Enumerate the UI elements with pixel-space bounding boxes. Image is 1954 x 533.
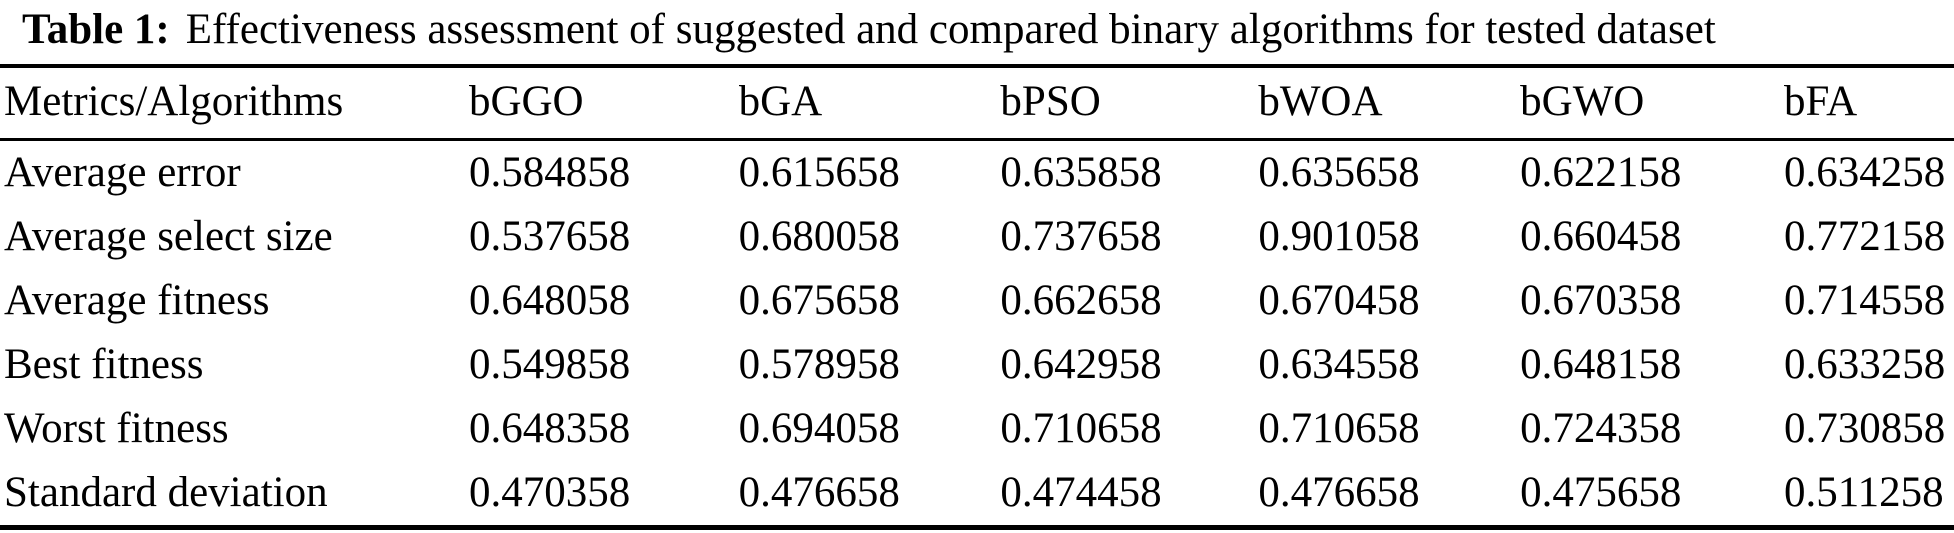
- value-cell: 0.648358: [468, 405, 631, 452]
- metric-label: Average fitness: [4, 277, 270, 324]
- value-cell: 0.710658: [1000, 405, 1162, 452]
- value-cell: 0.476658: [738, 469, 900, 516]
- value-cell: 0.670458: [1258, 277, 1420, 324]
- value-cell: 0.476658: [1258, 469, 1420, 516]
- value-cell: 0.537658: [468, 213, 631, 260]
- metric-label: Average select size: [4, 213, 333, 260]
- value-cell: 0.730858: [1783, 405, 1946, 452]
- value-cell: 0.578958: [738, 341, 900, 388]
- value-cell: 0.635658: [1258, 149, 1420, 196]
- value-cell: 0.635858: [1000, 149, 1162, 196]
- value-cell: 0.772158: [1783, 213, 1946, 260]
- value-cell: 0.549858: [468, 341, 631, 388]
- value-cell: 0.724358: [1520, 405, 1682, 452]
- results-table: Metrics/Algorithms bGGO bGA bPSO bWOA bGWO bFA…: [0, 64, 1954, 530]
- value-cell: 0.675658: [738, 277, 900, 324]
- value-cell: 0.475658: [1520, 469, 1682, 516]
- column-header: bGWO: [1520, 66, 1784, 141]
- value-cell: 0.662658: [1000, 277, 1162, 324]
- table-row: Average error 0.584858 0.615658 0.635858 0.6…: [0, 140, 1954, 206]
- metric-label: Standard deviation: [4, 469, 328, 516]
- table-caption-text: Effectiveness assessment of suggested an…: [185, 6, 1716, 53]
- value-cell: 0.670358: [1520, 277, 1682, 324]
- value-cell: 0.584858: [468, 149, 631, 196]
- value-cell: 0.642958: [1000, 341, 1162, 388]
- header-row: Metrics/Algorithms bGGO bGA bPSO bWOA bGWO bFA: [0, 66, 1954, 141]
- value-cell: 0.710658: [1258, 405, 1420, 452]
- table-row: Best fitness 0.549858 0.578958 0.642958 0.63…: [0, 333, 1954, 397]
- column-header: bPSO: [1000, 66, 1259, 141]
- metric-label: Best fitness: [4, 341, 204, 388]
- value-cell: 0.901058: [1258, 213, 1420, 260]
- column-header: bFA: [1783, 66, 1954, 141]
- value-cell: 0.474458: [1000, 469, 1162, 516]
- column-header: Metrics/Algorithms: [0, 66, 469, 141]
- table-row: Average select size 0.537658 0.680058 0.737…: [0, 205, 1954, 269]
- value-cell: 0.615658: [738, 149, 900, 196]
- column-header: bWOA: [1258, 66, 1521, 141]
- column-header: bGGO: [468, 66, 739, 141]
- table-row: Average fitness 0.648058 0.675658 0.662658 0…: [0, 269, 1954, 333]
- table-row: Worst fitness 0.648358 0.694058 0.710658 0.7…: [0, 397, 1954, 461]
- value-cell: 0.660458: [1520, 213, 1682, 260]
- value-cell: 0.511258: [1783, 469, 1944, 516]
- metric-label: Average error: [4, 149, 241, 196]
- table-row: Standard deviation 0.470358 0.476658 0.4744…: [0, 461, 1954, 528]
- value-cell: 0.622158: [1520, 149, 1682, 196]
- value-cell: 0.634558: [1258, 341, 1420, 388]
- table-caption: Table 1: Effectiveness assessment of sugg…: [0, 0, 1954, 64]
- value-cell: 0.648158: [1520, 341, 1682, 388]
- value-cell: 0.694058: [738, 405, 900, 452]
- value-cell: 0.633258: [1783, 341, 1946, 388]
- value-cell: 0.680058: [738, 213, 900, 260]
- value-cell: 0.648058: [468, 277, 631, 324]
- value-cell: 0.470358: [468, 469, 631, 516]
- column-header: bGA: [738, 66, 1001, 141]
- metric-label: Worst fitness: [4, 405, 229, 452]
- value-cell: 0.634258: [1783, 149, 1946, 196]
- value-cell: 0.737658: [1000, 213, 1162, 260]
- value-cell: 0.714558: [1783, 277, 1946, 324]
- table-caption-label: Table 1:: [22, 6, 170, 53]
